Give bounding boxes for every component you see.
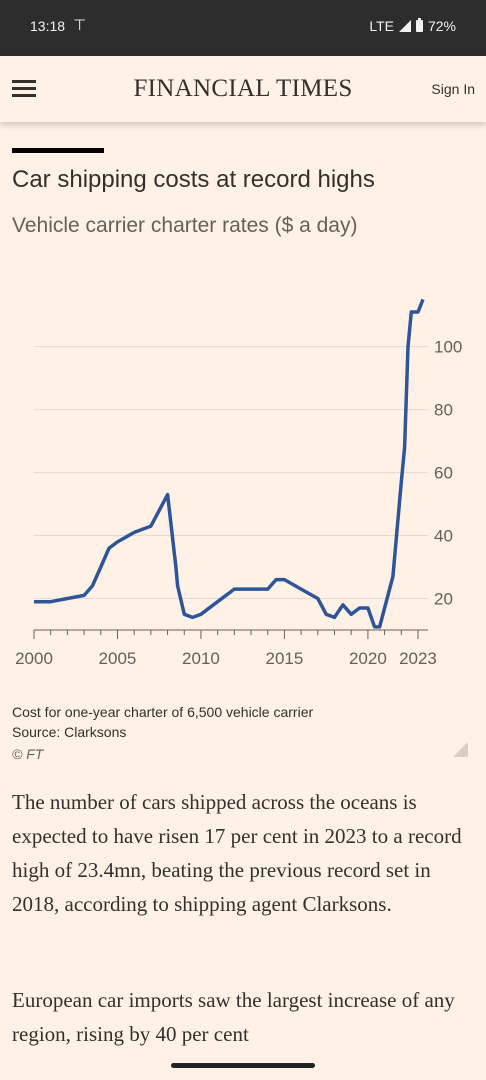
article-paragraph-2: European car imports saw the largest inc… <box>12 988 455 1046</box>
battery-icon <box>415 18 423 32</box>
chart-title: Car shipping costs at record highs <box>12 166 375 193</box>
line-chart: 20 40 60 80 100 2000 2005 2010 2015 2020 2023 <box>15 298 462 668</box>
expand-corner-icon[interactable] <box>453 742 468 757</box>
y-tick-label: 20 <box>434 590 453 609</box>
site-header: FINANCIAL TIMES Sign In <box>0 56 486 122</box>
hamburger-menu-icon[interactable] <box>12 80 36 98</box>
status-bar: 13:18 ⊤ LTE 72% <box>0 0 486 56</box>
battery-level: 72% <box>427 18 456 34</box>
site-logo[interactable]: FINANCIAL TIMES <box>133 75 353 102</box>
x-tick-label: 2005 <box>99 649 137 668</box>
chart-top-rule <box>12 148 104 153</box>
chart-subtitle: Vehicle carrier charter rates ($ a day) <box>12 214 358 237</box>
chart-source: Source: Clarksons <box>12 724 127 740</box>
chart-note: Cost for one-year charter of 6,500 vehic… <box>12 704 314 720</box>
y-tick-label: 100 <box>434 338 462 357</box>
x-tick-label: 2015 <box>266 649 304 668</box>
series-line <box>34 298 425 629</box>
y-tick-label: 40 <box>434 527 453 546</box>
status-indicators: LTE 72% <box>369 18 456 34</box>
signal-icon <box>398 20 411 32</box>
tesla-app-icon: ⊤ <box>73 16 87 34</box>
article-paragraph-1: The number of cars shipped across the oc… <box>12 790 462 916</box>
y-tick-label: 80 <box>434 401 453 420</box>
network-label: LTE <box>369 18 394 34</box>
y-tick-label: 60 <box>434 464 453 483</box>
x-tick-label: 2020 <box>349 649 387 668</box>
x-tick-label: 2023 <box>399 649 437 668</box>
gesture-home-bar[interactable] <box>171 1063 315 1068</box>
ft-credit: © FT <box>12 746 44 762</box>
sign-in-link[interactable]: Sign In <box>431 81 475 97</box>
x-tick-label: 2010 <box>182 649 220 668</box>
status-time: 13:18 <box>30 18 66 34</box>
x-tick-label: 2000 <box>15 649 53 668</box>
